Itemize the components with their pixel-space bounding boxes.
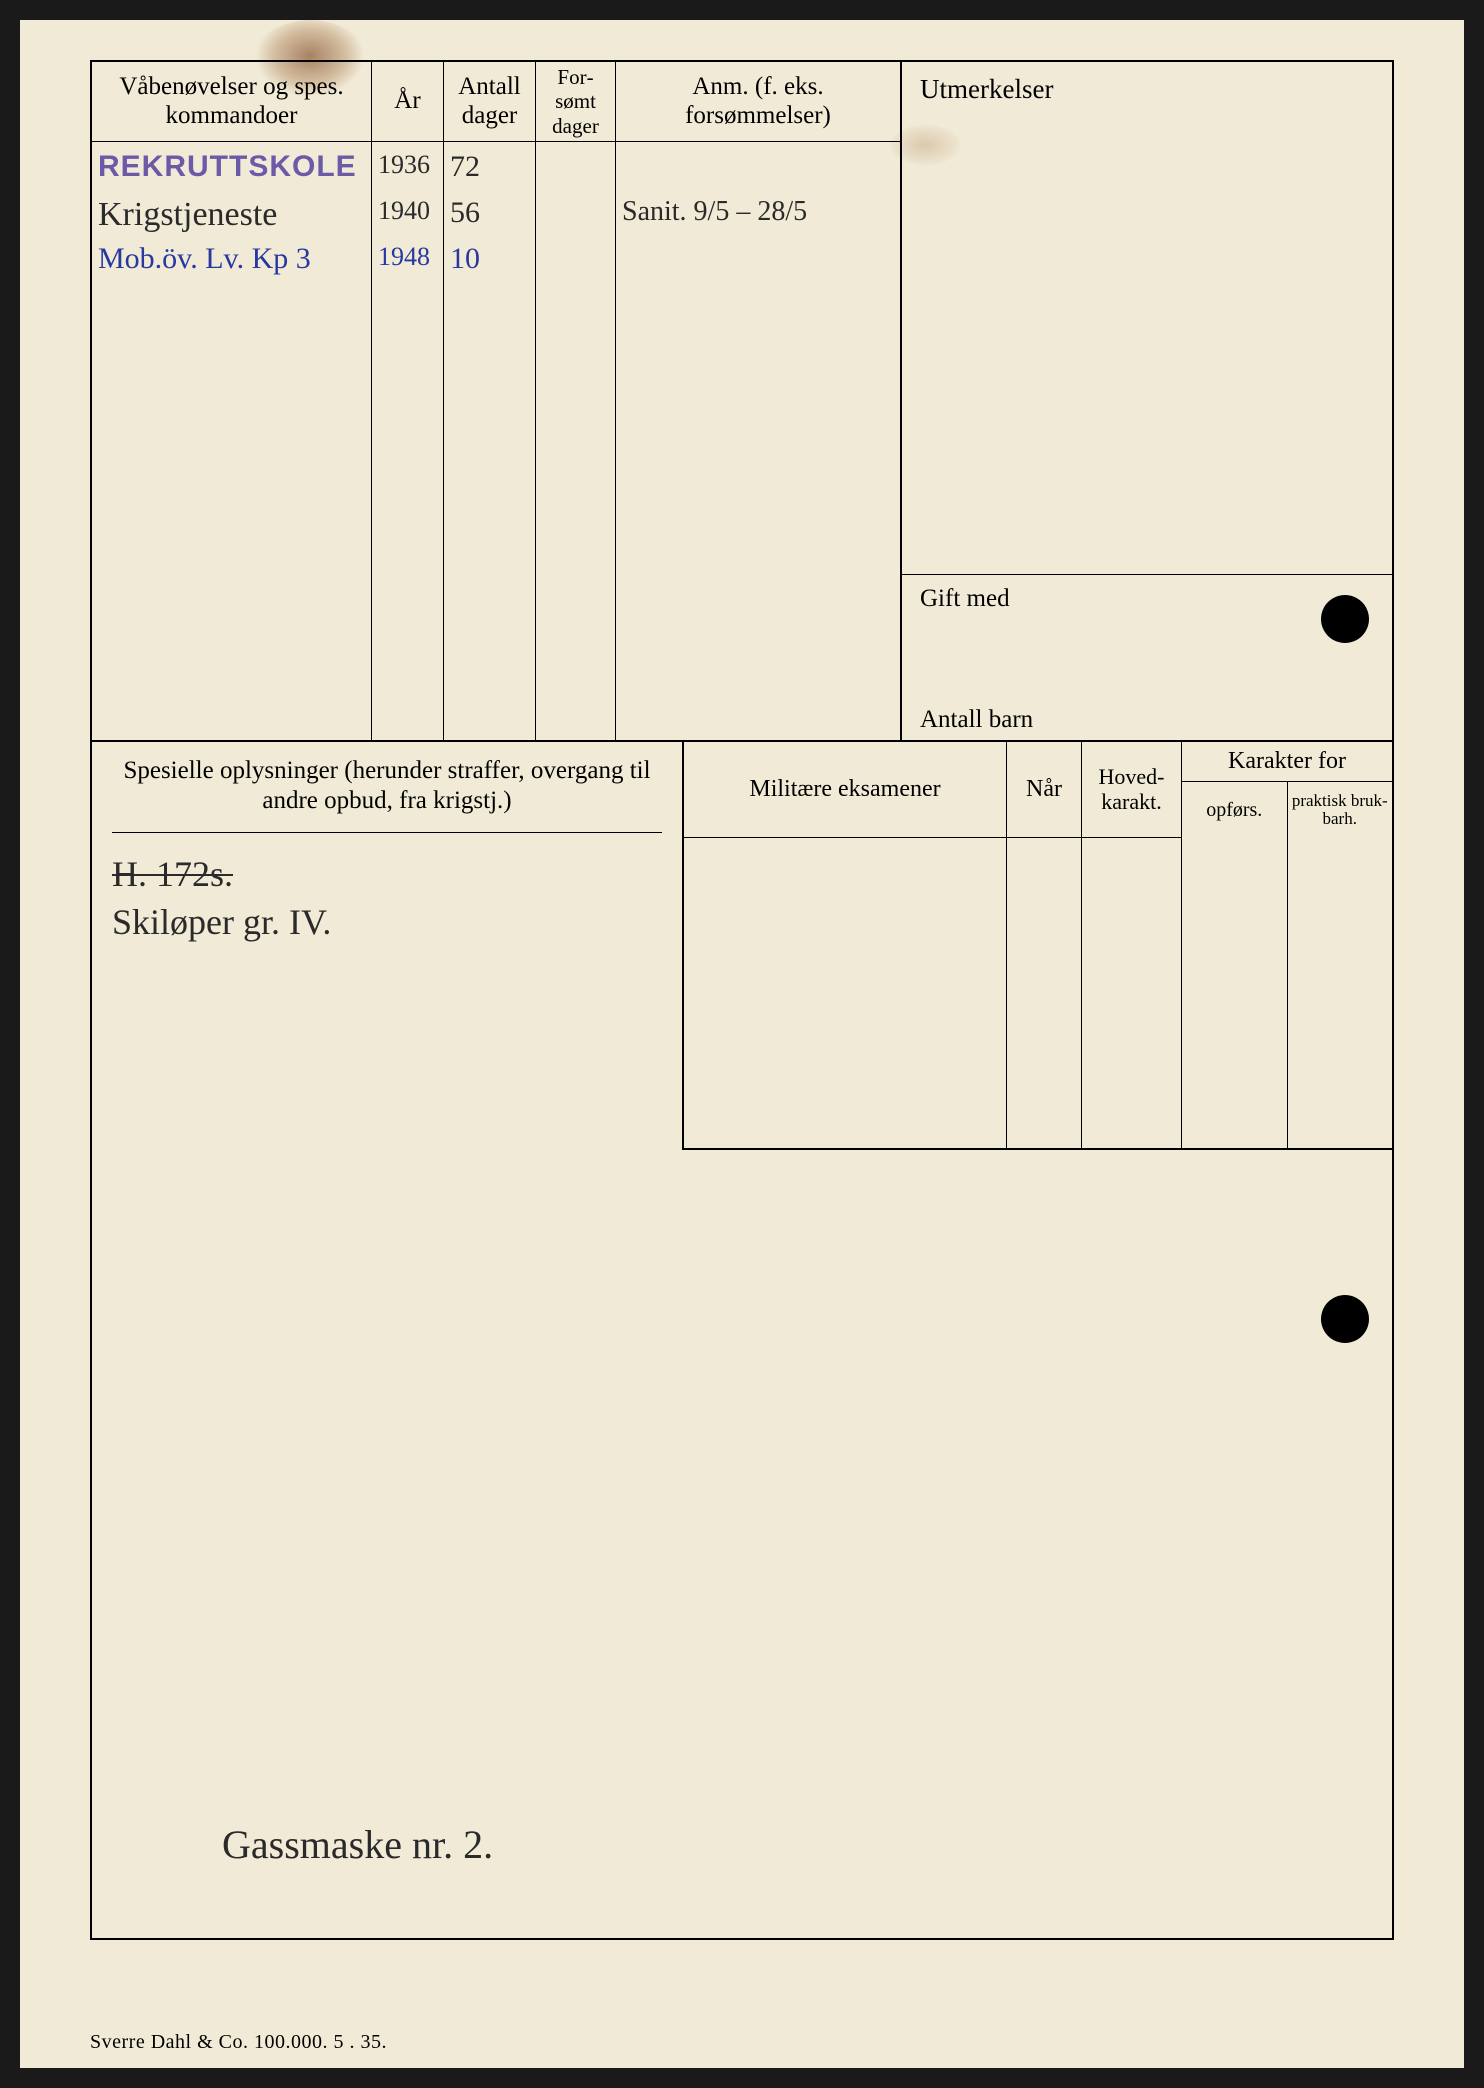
col-vabenøvelser: Våbenøvelser og spes. kommandoer REKRUTT…: [92, 62, 372, 740]
header-forsomt: For‐sømt dager: [536, 62, 615, 142]
header-karakter-for: Karakter for: [1182, 742, 1392, 782]
col-hovedkarakt: Hoved‐karakt.: [1082, 742, 1182, 1148]
karakter-body: [1182, 838, 1392, 1148]
col-når: Når: [1007, 742, 1082, 1148]
note-line-struck: H. 172s.: [112, 853, 662, 895]
col-forsømt-dager: For‐sømt dager: [536, 62, 616, 740]
col-content: 1936 1940 1948: [372, 142, 443, 296]
header-spesielle: Spesielle oplysninger (herunder straffer…: [112, 756, 662, 833]
gift-section: Gift med Antall barn: [902, 575, 1392, 740]
top-section: Våbenøvelser og spes. kommandoer REKRUTT…: [92, 62, 1392, 742]
entry-anm: Sanit. 9/5 – 28/5: [622, 196, 807, 228]
col-år: År 1936 1940 1948: [372, 62, 444, 740]
col-karakter-for: Karakter for opførs. praktisk bruk‐barh.: [1182, 742, 1392, 1148]
header-praktisk: praktisk bruk‐barh.: [1288, 782, 1393, 838]
header-antall-dager: Antall dager: [444, 62, 535, 142]
label-antall-barn: Antall barn: [920, 706, 1374, 734]
col-content: 72 56 10: [444, 142, 535, 296]
document-page: Våbenøvelser og spes. kommandoer REKRUTT…: [20, 20, 1464, 2068]
exercises-table: Våbenøvelser og spes. kommandoer REKRUTT…: [92, 62, 902, 740]
header-militare: Militære eksamener: [684, 742, 1006, 838]
bottom-note: Gassmaske nr. 2.: [222, 1821, 493, 1868]
utmerkelser-box: Utmerkelser: [902, 62, 1392, 575]
spesielle-oplysninger: Spesielle oplysninger (herunder straffer…: [92, 742, 682, 1150]
spesielle-body: H. 172s. Skiløper gr. IV.: [112, 833, 662, 943]
col-militære-eksamener: Militære eksamener: [684, 742, 1007, 1148]
col-antall-dager: Antall dager 72 56 10: [444, 62, 536, 740]
header-ar: År: [372, 62, 443, 142]
header-opfors: opførs.: [1182, 782, 1288, 838]
col-anm: Anm. (f. eks. forsømmelser) Sanit. 9/5 –…: [616, 62, 902, 740]
entry-name: Krigstjeneste: [98, 196, 277, 234]
note-line: Skiløper gr. IV.: [112, 901, 662, 943]
entry-days: 10: [450, 242, 480, 276]
entry-days: 72: [450, 150, 480, 184]
col-content: [536, 142, 615, 158]
entry-year: 1936: [378, 150, 430, 180]
entry-days: 56: [450, 196, 480, 230]
label-gift-med: Gift med: [920, 585, 1374, 613]
col-content: Sanit. 9/5 – 28/5: [616, 142, 900, 296]
printer-line: Sverre Dahl & Co. 100.000. 5 . 35.: [90, 2031, 387, 2054]
karakter-sub-row: opførs. praktisk bruk‐barh.: [1182, 782, 1392, 838]
form-frame: Våbenøvelser og spes. kommandoer REKRUTT…: [90, 60, 1394, 1940]
right-top-column: Utmerkelser Gift med Antall barn: [902, 62, 1392, 740]
entry-name: Mob.öv. Lv. Kp 3: [98, 242, 311, 276]
header-utmerkelser: Utmerkelser: [920, 74, 1053, 104]
eksamen-table: Militære eksamener Når Hoved‐karakt. Kar…: [682, 742, 1392, 1150]
header-anm: Anm. (f. eks. forsømmelser): [616, 62, 900, 142]
entry-year: 1940: [378, 196, 430, 226]
header-vaben: Våbenøvelser og spes. kommandoer: [92, 62, 371, 142]
entry-year: 1948: [378, 242, 430, 272]
mid-section: Spesielle oplysninger (herunder straffer…: [92, 742, 1392, 1150]
col-content: REKRUTTSKOLE Krigstjeneste Mob.öv. Lv. K…: [92, 142, 371, 296]
entry-name-stamp: REKRUTTSKOLE: [98, 150, 357, 184]
header-hoved: Hoved‐karakt.: [1082, 742, 1181, 838]
header-nar: Når: [1007, 742, 1081, 838]
